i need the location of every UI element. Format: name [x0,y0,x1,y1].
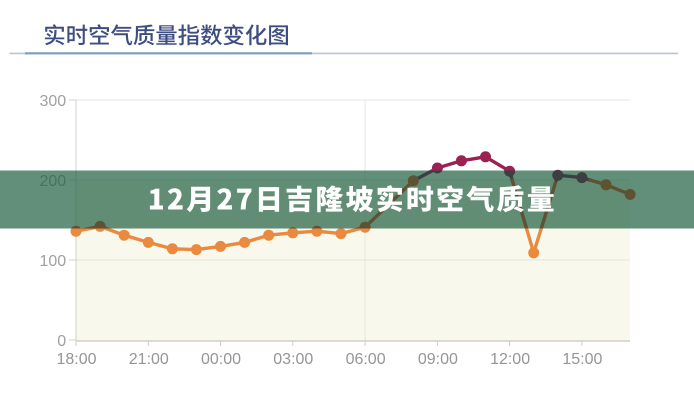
svg-text:100: 100 [39,253,66,270]
svg-text:09:00: 09:00 [418,351,458,368]
svg-text:15:00: 15:00 [562,351,602,368]
svg-text:21:00: 21:00 [129,351,169,368]
svg-text:0: 0 [57,333,66,350]
svg-text:12:00: 12:00 [490,351,530,368]
svg-text:300: 300 [39,93,66,110]
svg-text:00:00: 00:00 [201,351,241,368]
svg-text:06:00: 06:00 [346,351,386,368]
svg-text:03:00: 03:00 [273,351,313,368]
svg-text:18:00: 18:00 [56,351,96,368]
